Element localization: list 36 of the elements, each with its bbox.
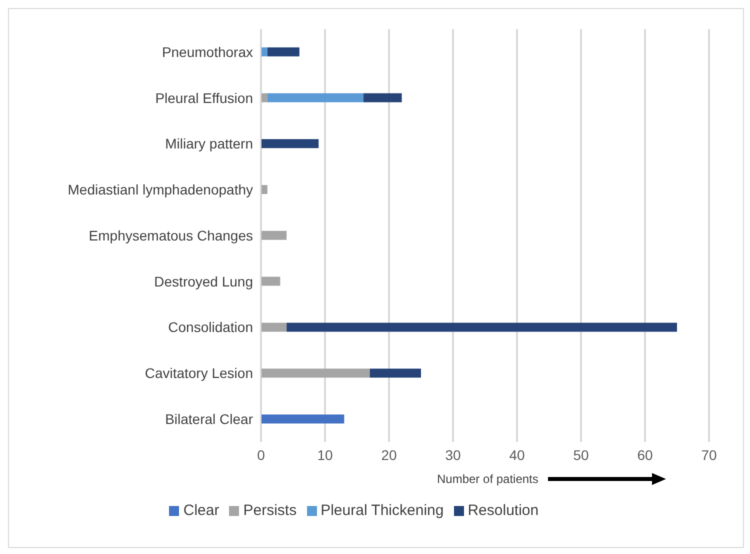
- x-tick-label: 70: [701, 446, 717, 463]
- x-tick-label: 0: [257, 446, 266, 463]
- bar: [261, 368, 370, 378]
- bar: [261, 47, 268, 56]
- x-tick-label: 60: [637, 446, 653, 463]
- y-tick-label: Bilateral Clear: [165, 411, 254, 428]
- legend-label: Pleural Thickening: [320, 502, 444, 519]
- x-tick-label: 50: [573, 446, 589, 463]
- y-tick-label: Destroyed Lung: [154, 273, 253, 290]
- y-tick-label: Miliary pattern: [165, 136, 253, 152]
- x-tick-label: 40: [509, 446, 525, 463]
- y-tick-label: Pleural Effusion: [155, 90, 253, 106]
- y-tick-label: Pneumothorax: [162, 44, 253, 60]
- y-tick-label: Cavitatory Lesion: [144, 365, 253, 382]
- bar: [261, 276, 280, 286]
- x-tick-label: 10: [317, 446, 333, 463]
- bar: [261, 414, 344, 424]
- y-tick-label: Mediastianl lymphadenopathy: [68, 182, 253, 198]
- bar: [363, 93, 402, 102]
- y-tick-label: Consolidation: [168, 319, 253, 336]
- legend-label: Resolution: [468, 502, 539, 519]
- y-tick-label: Emphysematous Changes: [88, 227, 253, 244]
- bar: [261, 139, 319, 148]
- x-tick-label: 30: [445, 446, 461, 463]
- legend-label: Clear: [183, 502, 220, 519]
- bar: [286, 322, 677, 332]
- bar: [261, 185, 268, 194]
- bar: [261, 93, 268, 102]
- legend-label: Persists: [243, 502, 297, 519]
- bar: [267, 93, 364, 102]
- bar: [267, 47, 300, 56]
- x-axis-title: Number of patients: [437, 472, 538, 486]
- x-tick-label: 20: [381, 446, 397, 463]
- bar: [261, 322, 287, 332]
- bar: [261, 230, 287, 240]
- bar: [370, 368, 421, 378]
